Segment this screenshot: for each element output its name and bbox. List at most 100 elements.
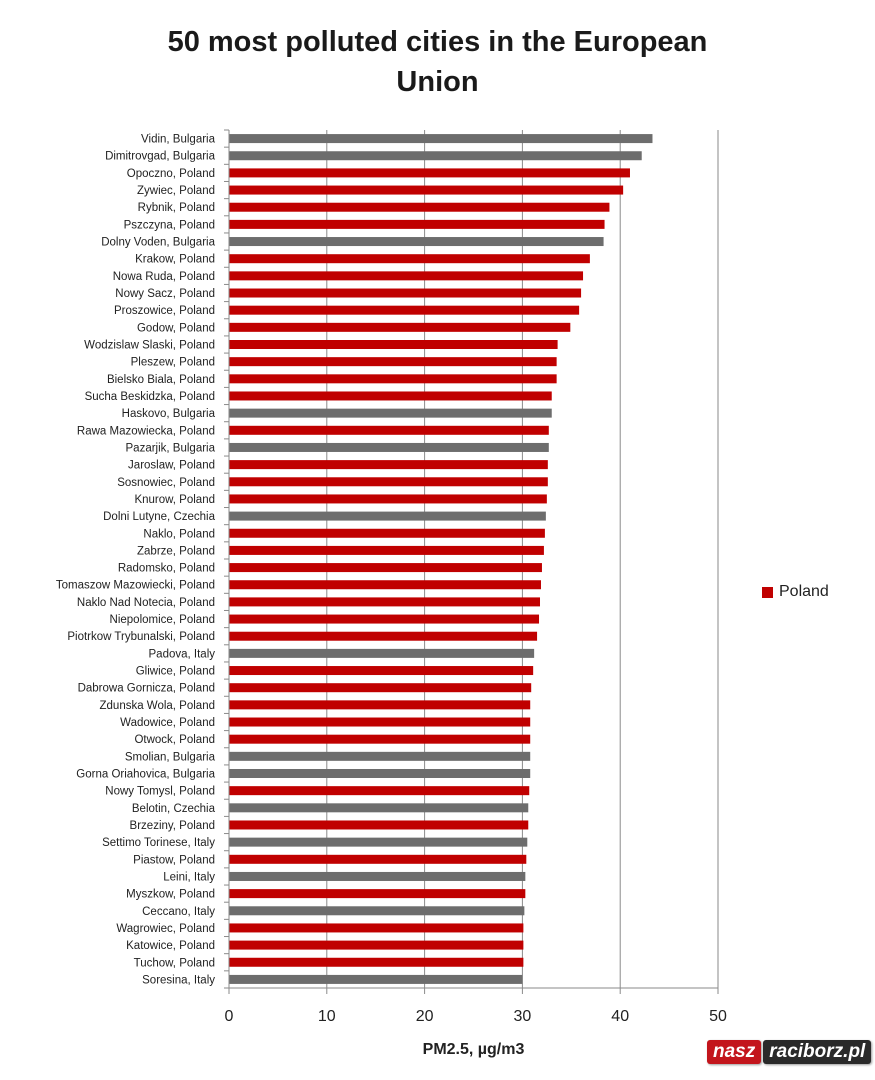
category-label-49: Tuchow, Poland	[134, 957, 215, 969]
category-label-7: Dolny Voden, Bulgaria	[101, 237, 215, 249]
x-tick-label-40: 40	[611, 1008, 629, 1025]
bar-24	[229, 528, 545, 538]
category-label-14: Pleszew, Poland	[131, 357, 215, 369]
category-label-43: Piastow, Poland	[133, 854, 215, 866]
category-label-29: Niepolomice, Poland	[110, 614, 215, 626]
category-label-18: Rawa Mazowiecka, Poland	[77, 425, 215, 437]
category-label-33: Dabrowa Gornicza, Poland	[78, 683, 215, 695]
category-label-31: Padova, Italy	[149, 648, 216, 660]
category-label-47: Wagrowiec, Poland	[116, 923, 215, 935]
category-label-46: Ceccano, Italy	[142, 906, 215, 918]
x-tick-label-20: 20	[416, 1008, 434, 1025]
x-tick-label-10: 10	[318, 1008, 336, 1025]
watermark-part-2: raciborz.pl	[763, 1040, 872, 1064]
bar-17	[229, 408, 552, 418]
x-tick-label-0: 0	[225, 1008, 234, 1025]
chart-title: 50 most polluted cities in the European …	[0, 22, 875, 102]
category-label-8: Krakow, Poland	[135, 254, 215, 266]
bar-47	[229, 923, 524, 933]
category-label-39: Nowy Tomysl, Poland	[105, 786, 215, 798]
category-label-6: Pszczyna, Poland	[124, 219, 215, 231]
category-label-50: Soresina, Italy	[142, 974, 215, 986]
bar-31	[229, 648, 535, 658]
bar-34	[229, 700, 531, 710]
bar-27	[229, 580, 541, 590]
category-label-19: Pazarjik, Bulgaria	[126, 442, 216, 454]
bar-36	[229, 734, 531, 744]
x-tick-label-50: 50	[709, 1008, 727, 1025]
bar-23	[229, 511, 546, 521]
legend-label-poland: Poland	[779, 583, 829, 600]
bar-15	[229, 374, 557, 384]
bar-21	[229, 477, 548, 487]
bar-46	[229, 906, 525, 916]
bar-19	[229, 442, 549, 452]
bar-18	[229, 425, 549, 435]
category-label-1: Vidin, Bulgaria	[141, 134, 216, 146]
legend: Poland	[762, 583, 829, 601]
bar-49	[229, 957, 524, 967]
category-label-45: Myszkow, Poland	[126, 889, 215, 901]
category-label-3: Opoczno, Poland	[127, 168, 215, 180]
bar-8	[229, 254, 590, 264]
category-label-22: Knurow, Poland	[134, 494, 215, 506]
category-label-11: Proszowice, Poland	[114, 305, 215, 317]
bar-9	[229, 271, 584, 281]
bar-11	[229, 305, 580, 315]
bar-25	[229, 545, 544, 555]
category-label-44: Leini, Italy	[163, 871, 215, 883]
bar-37	[229, 751, 531, 761]
site-watermark: nasz raciborz.pl	[707, 1040, 872, 1064]
category-label-38: Gorna Oriahovica, Bulgaria	[76, 769, 215, 781]
bar-50	[229, 974, 523, 984]
bar-42	[229, 837, 528, 847]
chart-title-line-2: Union	[396, 66, 479, 98]
category-label-15: Bielsko Biala, Poland	[107, 374, 215, 386]
bar-20	[229, 460, 548, 470]
x-axis-title: PM2.5, µg/m3	[423, 1041, 525, 1058]
category-label-41: Brzeziny, Poland	[130, 820, 215, 832]
bar-2	[229, 151, 642, 161]
bar-7	[229, 237, 604, 247]
bar-29	[229, 614, 540, 624]
category-label-37: Smolian, Bulgaria	[125, 751, 216, 763]
bar-30	[229, 631, 538, 641]
bar-13	[229, 340, 558, 349]
bar-41	[229, 820, 529, 830]
category-label-23: Dolni Lutyne, Czechia	[103, 511, 215, 523]
category-label-16: Sucha Beskidzka, Poland	[85, 391, 215, 403]
category-label-32: Gliwice, Poland	[136, 666, 215, 678]
bar-33	[229, 683, 532, 693]
bar-43	[229, 854, 527, 864]
bar-38	[229, 769, 531, 778]
category-label-17: Haskovo, Bulgaria	[122, 408, 216, 420]
category-label-40: Belotin, Czechia	[132, 803, 216, 815]
category-label-2: Dimitrovgad, Bulgaria	[105, 151, 216, 163]
category-label-9: Nowa Ruda, Poland	[113, 271, 215, 283]
category-label-5: Rybnik, Poland	[138, 202, 215, 214]
bar-6	[229, 219, 605, 229]
category-label-42: Settimo Torinese, Italy	[102, 837, 215, 849]
bar-4	[229, 185, 624, 195]
bar-22	[229, 494, 547, 504]
category-label-20: Jaroslaw, Poland	[128, 460, 215, 472]
bar-5	[229, 202, 610, 212]
bar-35	[229, 717, 531, 727]
watermark-part-1: nasz	[707, 1040, 762, 1064]
bar-48	[229, 940, 524, 950]
legend-swatch-poland	[762, 586, 773, 598]
bar-32	[229, 666, 534, 676]
bar-44	[229, 871, 526, 881]
chart-title-line-1: 50 most polluted cities in the European	[167, 26, 708, 58]
category-label-30: Piotrkow Trybunalski, Poland	[67, 631, 215, 643]
category-label-13: Wodzislaw Slaski, Poland	[84, 340, 215, 352]
bar-14	[229, 357, 557, 367]
category-label-25: Zabrze, Poland	[137, 545, 215, 557]
category-label-12: Godow, Poland	[137, 322, 215, 334]
x-tick-label-30: 30	[514, 1008, 532, 1025]
category-label-21: Sosnowiec, Poland	[117, 477, 215, 489]
category-label-4: Zywiec, Poland	[137, 185, 215, 197]
bar-39	[229, 786, 530, 796]
category-label-48: Katowice, Poland	[126, 940, 215, 952]
category-label-28: Naklo Nad Notecia, Poland	[77, 597, 215, 609]
